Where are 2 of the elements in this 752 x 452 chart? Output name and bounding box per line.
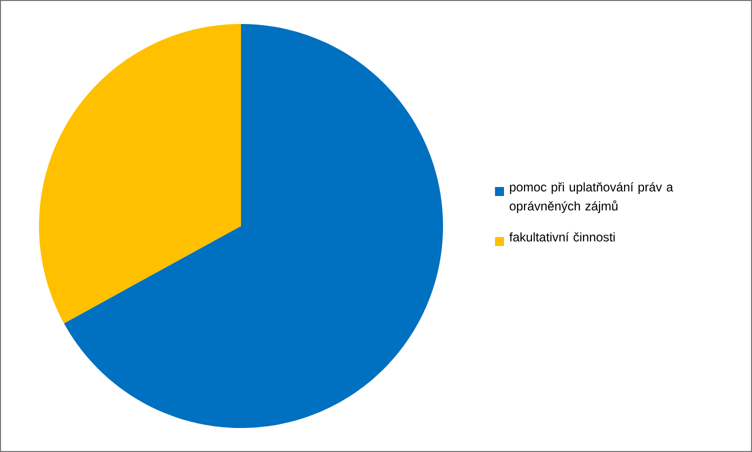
legend-label: fakultativní činnosti [509,232,615,242]
legend-label: pomoc při uplatňování práv a oprávněných zájmů [510,182,674,213]
